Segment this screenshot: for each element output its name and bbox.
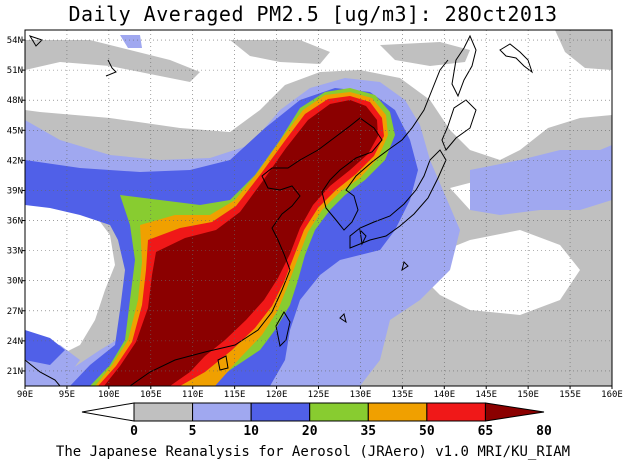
lat-tick-label: 27N: [7, 307, 23, 317]
lat-tick-label: 21N: [7, 367, 23, 377]
lat-tick-label: 39N: [7, 186, 23, 196]
lon-tick-label: 95E: [59, 390, 75, 400]
lon-tick-label: 115E: [224, 390, 246, 400]
lon-tick-label: 160E: [601, 390, 623, 400]
lat-tick-label: 48N: [7, 96, 23, 106]
lon-tick-label: 135E: [392, 390, 414, 400]
lat-tick-label: 33N: [7, 247, 23, 257]
colorbar-label: 35: [360, 424, 376, 439]
level-80-plus: [104, 100, 378, 386]
colorbar-cell: [484, 402, 545, 422]
colorbar-label: 80: [536, 424, 552, 439]
lat-tick-label: 42N: [7, 156, 23, 166]
longitude-labels: 90E 95E 100E 105E 110E 115E 120E 125E 130E 135E 14…: [17, 390, 623, 400]
graticule: [25, 30, 612, 386]
lon-tick-label: 145E: [475, 390, 497, 400]
lon-tick-label: 90E: [17, 390, 33, 400]
colorbar-cell: [309, 402, 369, 422]
colorbar-label: 65: [478, 424, 494, 439]
lon-tick-label: 105E: [140, 390, 162, 400]
latitude-labels: 21N 24N 27N 30N 33N 36N 39N 42N 45N 48N 51N 54N: [7, 36, 23, 377]
axis-ticks: [22, 39, 613, 389]
lon-tick-label: 125E: [308, 390, 330, 400]
lon-tick-label: 110E: [182, 390, 204, 400]
lat-tick-label: 24N: [7, 337, 23, 347]
lat-tick-label: 54N: [7, 36, 23, 46]
colorbar-cell: [250, 402, 311, 422]
colorbar-label: 10: [243, 424, 259, 439]
lon-tick-label: 130E: [350, 390, 372, 400]
lon-tick-label: 155E: [559, 390, 581, 400]
colorbar-cell: [367, 402, 428, 422]
lon-tick-label: 100E: [98, 390, 120, 400]
lon-tick-label: 120E: [266, 390, 288, 400]
colorbar-cell: [192, 402, 252, 422]
colorbar-label: 5: [189, 424, 197, 439]
colorbar-label: 50: [419, 424, 435, 439]
lat-tick-label: 45N: [7, 126, 23, 136]
lat-tick-label: 51N: [7, 66, 23, 76]
colorbar-label: 0: [130, 424, 138, 439]
colorbar-cell: [81, 402, 135, 422]
colorbar-cell: [133, 402, 194, 422]
map-title: Daily Averaged PM2.5 [ug/m3]: 28Oct2013: [68, 2, 558, 26]
lon-tick-label: 140E: [433, 390, 455, 400]
lat-tick-label: 36N: [7, 217, 23, 227]
colorbar-label: 20: [302, 424, 318, 439]
lat-tick-label: 30N: [7, 277, 23, 287]
colorbar-cell: [426, 402, 486, 422]
colorbar: 0 5 10 20 35 50 65 80: [81, 402, 552, 439]
coastlines: [25, 34, 533, 386]
credit-text: The Japanese Reanalysis for Aerosol (JRA…: [55, 444, 571, 460]
lon-tick-label: 150E: [517, 390, 539, 400]
